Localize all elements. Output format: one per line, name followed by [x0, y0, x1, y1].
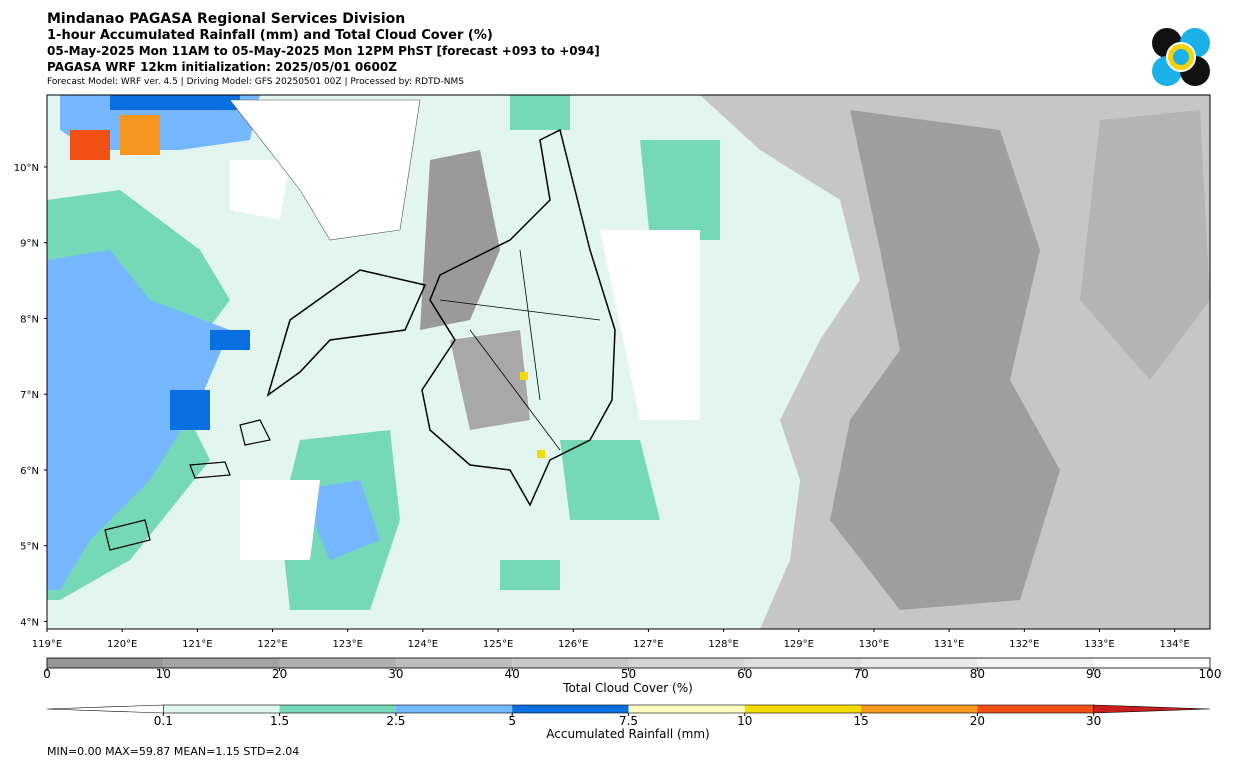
- colorbar-segment: [744, 658, 862, 668]
- lon-tick-label: 134°E: [1159, 639, 1189, 650]
- colorbar-label: Total Cloud Cover (%): [562, 681, 693, 695]
- colorbar-tick-label: 30: [1086, 714, 1101, 728]
- colorbar-tick-label: 1.5: [270, 714, 289, 728]
- colorbar-segment: [861, 705, 978, 713]
- title-line: 1-hour Accumulated Rainfall (mm) and Tot…: [47, 28, 493, 43]
- lon-tick-label: 120°E: [107, 639, 137, 650]
- colorbar-extend: [1093, 704, 1211, 714]
- colorbar-segment: [163, 705, 280, 713]
- title-line: PAGASA WRF 12km initialization: 2025/05/…: [47, 60, 397, 74]
- colorbar-tick-label: 20: [272, 667, 287, 681]
- colorbar-segment: [744, 705, 862, 713]
- subtitle: Forecast Model: WRF ver. 4.5 | Driving M…: [47, 77, 464, 87]
- colorbar-tick-label: 5: [508, 714, 516, 728]
- colorbar-segment: [163, 658, 280, 668]
- colorbar-tick-label: 7.5: [619, 714, 638, 728]
- colorbar-segment: [628, 705, 745, 713]
- lon-tick-label: 129°E: [784, 639, 814, 650]
- stats: MIN=0.00 MAX=59.87 MEAN=1.15 STD=2.04: [47, 745, 299, 758]
- colorbar-segment: [977, 705, 1094, 713]
- colorbar-label: Accumulated Rainfall (mm): [546, 727, 709, 741]
- lon-tick-label: 123°E: [333, 639, 363, 650]
- logo: [1152, 28, 1210, 86]
- lat-tick-label: 5°N: [20, 542, 39, 553]
- lon-tick-label: 128°E: [708, 639, 738, 650]
- lon-tick-label: 121°E: [182, 639, 212, 650]
- map-field: [47, 95, 1210, 629]
- colorbar-tick-label: 10: [737, 714, 752, 728]
- lon-tick-label: 133°E: [1084, 639, 1114, 650]
- colorbar-tick-label: 2.5: [386, 714, 405, 728]
- colorbar-segment: [512, 658, 629, 668]
- lat-tick-label: 9°N: [20, 239, 39, 250]
- lon-tick-label: 132°E: [1009, 639, 1039, 650]
- colorbar-segment: [47, 658, 164, 668]
- colorbar-tick-label: 100: [1199, 667, 1222, 681]
- lat-tick-label: 10°N: [14, 163, 39, 174]
- colorbar-tick-label: 10: [156, 667, 171, 681]
- colorbar-segment: [628, 658, 745, 668]
- lon-tick-label: 130°E: [859, 639, 889, 650]
- colorbar-tick-label: 30: [388, 667, 403, 681]
- title-line: Mindanao PAGASA Regional Services Divisi…: [47, 11, 405, 27]
- lat-tick-label: 4°N: [20, 617, 39, 628]
- title-line: 05-May-2025 Mon 11AM to 05-May-2025 Mon …: [47, 44, 600, 58]
- colorbar-segment: [861, 658, 978, 668]
- colorbar-segment: [977, 658, 1094, 668]
- colorbar-tick-label: 0.1: [154, 714, 173, 728]
- colorbar-tick-label: 20: [970, 714, 985, 728]
- colorbar-tick-label: 70: [853, 667, 868, 681]
- lon-tick-label: 127°E: [633, 639, 663, 650]
- map-frame: [46, 94, 1211, 630]
- lon-tick-label: 124°E: [408, 639, 438, 650]
- colorbar-tick-label: 50: [621, 667, 636, 681]
- lat-tick-label: 7°N: [20, 390, 39, 401]
- colorbar-segment: [395, 705, 513, 713]
- colorbar-tick-label: 60: [737, 667, 752, 681]
- lat-tick-label: 8°N: [20, 314, 39, 325]
- colorbar-segment: [1093, 658, 1210, 668]
- colorbar-tick-label: 80: [970, 667, 985, 681]
- colorbar-segment: [279, 658, 396, 668]
- colorbar-tick-label: 40: [505, 667, 520, 681]
- lon-tick-label: 122°E: [257, 639, 287, 650]
- colorbar-tick-label: 0: [43, 667, 51, 681]
- colorbar-tick-label: 15: [853, 714, 868, 728]
- colorbar-segment: [512, 705, 629, 713]
- lon-tick-label: 131°E: [934, 639, 964, 650]
- lon-tick-label: 125°E: [483, 639, 513, 650]
- colorbar-segment: [395, 658, 513, 668]
- lat-tick-label: 6°N: [20, 466, 39, 477]
- colorbar-segment: [279, 705, 396, 713]
- lon-tick-label: 119°E: [32, 639, 62, 650]
- lon-tick-label: 126°E: [558, 639, 588, 650]
- colorbar-extend: [46, 704, 164, 714]
- colorbar-tick-label: 90: [1086, 667, 1101, 681]
